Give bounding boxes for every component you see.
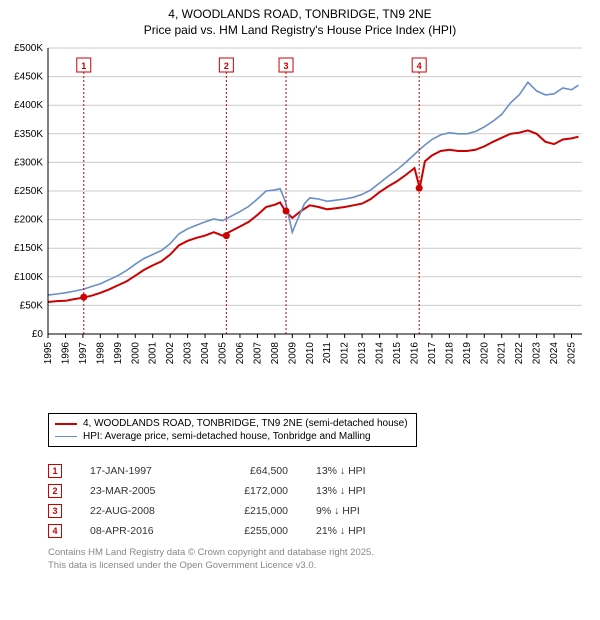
row-price: £255,000: [208, 525, 288, 537]
sale-marker-num: 1: [81, 61, 86, 71]
x-tick-label: 2006: [235, 342, 246, 365]
row-date: 17-JAN-1997: [90, 465, 180, 477]
y-tick-label: £500K: [14, 44, 43, 54]
title-block: 4, WOODLANDS ROAD, TONBRIDGE, TN9 2NE Pr…: [10, 6, 590, 38]
y-tick-label: £50K: [20, 301, 44, 312]
footer-line2: This data is licensed under the Open Gov…: [48, 560, 590, 572]
y-tick-label: £250K: [14, 186, 43, 197]
sale-marker-dot: [283, 208, 290, 215]
x-tick-label: 2008: [270, 342, 281, 365]
y-tick-label: £350K: [14, 129, 43, 140]
x-tick-label: 1996: [60, 342, 71, 365]
x-tick-label: 2023: [532, 342, 543, 365]
x-tick-label: 2004: [200, 342, 211, 365]
table-row: 2 23-MAR-2005 £172,000 13% ↓ HPI: [48, 481, 590, 501]
x-tick-label: 2022: [514, 342, 525, 365]
legend-row: HPI: Average price, semi-detached house,…: [55, 430, 408, 443]
x-tick-label: 2019: [462, 342, 473, 365]
x-tick-label: 2018: [444, 342, 455, 365]
x-tick-label: 2012: [340, 342, 351, 365]
chart-svg: £0 £50K £100K £150K £200K £250K £300K £350K £400…: [10, 44, 588, 374]
legend-box: 4, WOODLANDS ROAD, TONBRIDGE, TN9 2NE (s…: [48, 413, 417, 447]
x-tick-label: 2013: [357, 342, 368, 365]
x-tick-label: 2010: [305, 342, 316, 365]
x-tick-label: 2014: [375, 342, 386, 365]
legend-label: HPI: Average price, semi-detached house,…: [83, 431, 371, 442]
row-pct: 13% ↓ HPI: [316, 485, 406, 497]
row-date: 22-AUG-2008: [90, 505, 180, 517]
row-price: £172,000: [208, 485, 288, 497]
row-date: 08-APR-2016: [90, 525, 180, 537]
row-marker: 2: [48, 484, 62, 498]
x-tick-label: 2003: [183, 342, 194, 365]
table-row: 4 08-APR-2016 £255,000 21% ↓ HPI: [48, 521, 590, 541]
legend-label: 4, WOODLANDS ROAD, TONBRIDGE, TN9 2NE (s…: [83, 418, 408, 429]
title-line2: Price paid vs. HM Land Registry's House …: [10, 22, 590, 38]
legend-row: 4, WOODLANDS ROAD, TONBRIDGE, TN9 2NE (s…: [55, 417, 408, 430]
sale-marker-num: 3: [284, 61, 289, 71]
y-tick-label: £450K: [14, 72, 43, 83]
y-tick-label: £400K: [14, 101, 43, 112]
table-row: 1 17-JAN-1997 £64,500 13% ↓ HPI: [48, 461, 590, 481]
x-tick-label: 2025: [567, 342, 578, 365]
chart-area: £0 £50K £100K £150K £200K £250K £300K £350K £400…: [10, 44, 590, 379]
row-marker: 4: [48, 524, 62, 538]
y-tick-label: £100K: [14, 272, 43, 283]
x-tick-label: 2015: [392, 342, 403, 365]
y-tick-label: £150K: [14, 244, 43, 255]
row-pct: 9% ↓ HPI: [316, 505, 406, 517]
legend-swatch: [55, 423, 77, 425]
row-pct: 13% ↓ HPI: [316, 465, 406, 477]
legend-swatch: [55, 436, 77, 437]
footer-line1: Contains HM Land Registry data © Crown c…: [48, 547, 590, 559]
x-tick-label: 2007: [252, 342, 263, 365]
x-tick-label: 1998: [95, 342, 106, 365]
x-tick-label: 2020: [479, 342, 490, 365]
x-tick-label: 1995: [43, 342, 54, 365]
row-date: 23-MAR-2005: [90, 485, 180, 497]
x-tick-label: 2011: [322, 342, 333, 364]
sale-marker-num: 4: [417, 61, 422, 71]
chart-container: 4, WOODLANDS ROAD, TONBRIDGE, TN9 2NE Pr…: [0, 0, 600, 580]
x-tick-label: 2024: [549, 342, 560, 365]
x-tick-label: 2001: [148, 342, 159, 365]
x-tick-label: 2005: [218, 342, 229, 365]
row-price: £64,500: [208, 465, 288, 477]
y-tick-label: £0: [32, 329, 44, 340]
row-marker: 3: [48, 504, 62, 518]
sales-table: 1 17-JAN-1997 £64,500 13% ↓ HPI 2 23-MAR-2005…: [48, 461, 590, 541]
row-price: £215,000: [208, 505, 288, 517]
sale-marker-dot: [223, 232, 230, 239]
y-tick-label: £200K: [14, 215, 43, 226]
x-tick-label: 2021: [497, 342, 508, 365]
y-tick-label: £300K: [14, 158, 43, 169]
footer: Contains HM Land Registry data © Crown c…: [48, 547, 590, 572]
x-tick-label: 2009: [287, 342, 298, 365]
x-tick-label: 1997: [78, 342, 89, 365]
x-tick-label: 2002: [165, 342, 176, 365]
sale-marker-dot: [80, 294, 87, 301]
title-line1: 4, WOODLANDS ROAD, TONBRIDGE, TN9 2NE: [10, 6, 590, 22]
sale-marker-num: 2: [224, 61, 229, 71]
sale-marker-dot: [416, 185, 423, 192]
row-marker: 1: [48, 464, 62, 478]
x-tick-label: 2000: [130, 342, 141, 365]
x-tick-label: 2016: [409, 342, 420, 365]
x-tick-label: 2017: [427, 342, 438, 365]
row-pct: 21% ↓ HPI: [316, 525, 406, 537]
table-row: 3 22-AUG-2008 £215,000 9% ↓ HPI: [48, 501, 590, 521]
x-tick-label: 1999: [113, 342, 124, 365]
